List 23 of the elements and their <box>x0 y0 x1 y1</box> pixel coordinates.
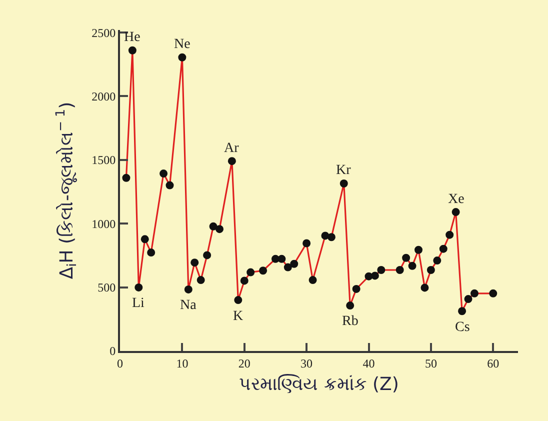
annotation: K <box>233 309 244 324</box>
y-tick-label: 2500 <box>92 26 116 40</box>
y-tick-label: 1000 <box>92 216 116 231</box>
annotation: Na <box>180 298 198 313</box>
y-tick-label: 0 <box>110 344 116 358</box>
x-tick-label: 60 <box>487 356 500 370</box>
annotation: Ne <box>174 37 190 52</box>
y-tick-label: 2000 <box>92 89 116 104</box>
x-tick-label: 30 <box>300 356 313 370</box>
y-tick-label: 500 <box>98 280 116 295</box>
annotation: Xe <box>448 192 464 207</box>
x-axis-title: પરમાણ્વિય ક્રમાંક (Z) <box>239 374 399 395</box>
x-tick-label: 50 <box>424 356 437 370</box>
x-tick-label: 10 <box>176 356 188 370</box>
annotation: Ar <box>224 141 240 156</box>
annotation: He <box>124 30 140 45</box>
annotation: Kr <box>336 163 352 178</box>
annotation: Cs <box>455 320 470 335</box>
y-tick-label: 1500 <box>92 153 116 168</box>
x-tick-label: 40 <box>362 356 375 370</box>
x-tick-label: 20 <box>238 356 250 370</box>
annotation: Li <box>132 296 145 311</box>
annotation: Rb <box>342 314 358 329</box>
